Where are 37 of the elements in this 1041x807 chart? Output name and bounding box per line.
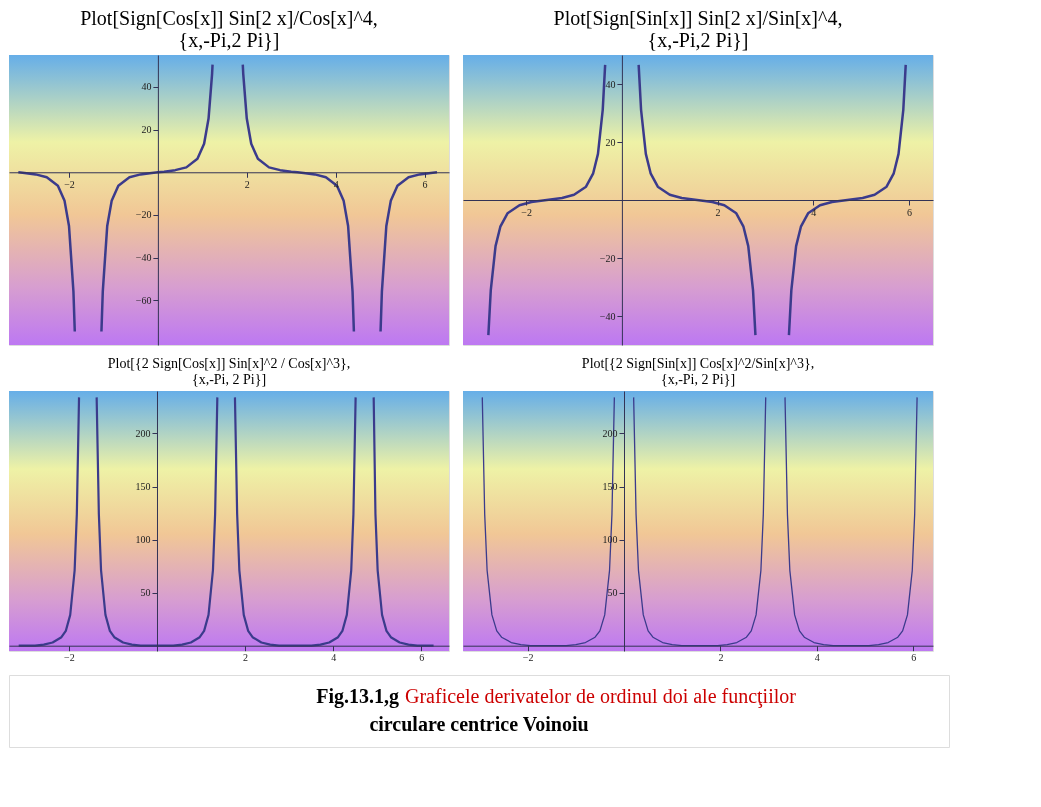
- chart-title: Plot[{2 Sign[Cos[x]] Sin[x]^2 / Cos[x]^3}, {x,-Pi, 2 Pi}]: [107, 356, 351, 387]
- x-tick-label: 6: [422, 178, 428, 190]
- x-tick-label: 2: [243, 652, 249, 664]
- text: Graficele derivatelor de ordinul doi ale funcţiilor: [405, 685, 797, 708]
- x-tick-label: 4: [331, 652, 337, 664]
- y-tick-label: 20: [605, 136, 616, 148]
- x-tick-label: 4: [333, 178, 339, 190]
- y-tick-label: 40: [141, 81, 152, 93]
- x-tick-label: −2: [522, 652, 534, 664]
- y-tick-label: −40: [599, 310, 616, 322]
- y-tick-label: −40: [135, 252, 152, 264]
- x-tick-label: 2: [718, 652, 724, 664]
- x-tick-label: −2: [64, 178, 75, 190]
- y-tick-label: 200: [135, 427, 151, 439]
- x-tick-label: 6: [419, 652, 425, 664]
- x-tick-label: 6: [911, 652, 917, 664]
- y-tick-label: −20: [599, 252, 616, 264]
- y-tick-label: 50: [607, 587, 618, 599]
- chart-title: Plot[Sign[Sin[x]] Sin[2 x]/Sin[x]^4, {x,-Pi,2 Pi}]: [553, 7, 843, 51]
- x-tick-label: −2: [521, 206, 532, 218]
- text: circulare centrice Voinoiu: [369, 713, 589, 735]
- y-tick-label: 40: [605, 78, 616, 90]
- x-tick-label: −2: [64, 652, 75, 664]
- x-tick-label: 4: [814, 652, 820, 664]
- y-tick-label: 150: [135, 481, 151, 493]
- chart-title: Plot[Sign[Cos[x]] Sin[2 x]/Cos[x]^4, {x,-Pi,2 Pi}]: [80, 7, 378, 51]
- y-tick-label: 20: [141, 124, 152, 136]
- chart-title: Plot[{2 Sign[Sin[x]] Cos[x]^2/Sin[x]^3}, {x,-Pi, 2 Pi}]: [581, 356, 815, 387]
- y-tick-label: −20: [135, 209, 152, 221]
- x-tick-label: 6: [907, 206, 913, 218]
- x-tick-label: 2: [715, 206, 721, 218]
- y-tick-label: 100: [135, 534, 151, 546]
- x-tick-label: 2: [244, 178, 250, 190]
- x-tick-label: 4: [811, 206, 817, 218]
- y-tick-label: −60: [135, 294, 152, 306]
- y-tick-label: 50: [140, 587, 151, 599]
- caption: Fig.13.1,g: [316, 685, 399, 708]
